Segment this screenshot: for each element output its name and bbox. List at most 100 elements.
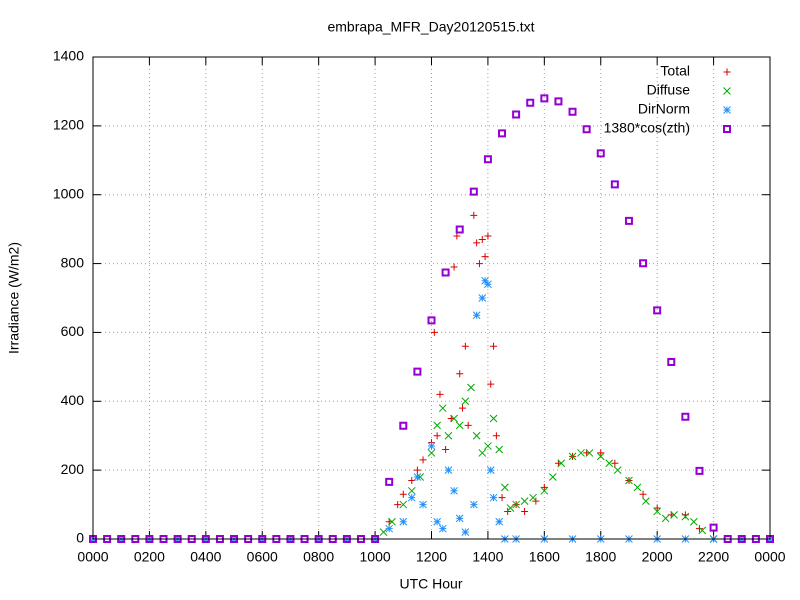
data-point: [419, 456, 427, 464]
data-point: [653, 306, 662, 315]
legend-marker: [723, 68, 731, 76]
data-point: [215, 535, 224, 543]
data-point: [489, 414, 498, 423]
data-point: [356, 535, 365, 543]
data-point: [484, 280, 492, 289]
data-point: [145, 535, 154, 543]
data-point: [455, 225, 464, 234]
data-point: [427, 449, 436, 457]
data-point: [230, 535, 239, 543]
data-point: [456, 370, 464, 378]
x-tick-label: 0000: [77, 549, 108, 565]
data-point: [103, 535, 112, 543]
data-point: [596, 149, 605, 158]
data-point: [385, 524, 394, 533]
data-point: [461, 342, 469, 350]
data-point: [568, 107, 577, 116]
data-point: [661, 514, 670, 523]
data-point: [484, 232, 492, 240]
data-point: [596, 452, 605, 461]
x-tick-label: 1000: [360, 549, 391, 565]
x-axis-label: UTC Hour: [399, 576, 462, 592]
legend-marker: [723, 106, 731, 114]
data-point: [419, 500, 427, 509]
data-point: [529, 493, 537, 502]
data-point: [478, 235, 486, 243]
data-point: [300, 535, 309, 543]
data-point: [461, 528, 470, 536]
data-point: [633, 483, 642, 492]
data-point: [695, 525, 703, 533]
data-point: [653, 504, 661, 512]
data-point: [498, 129, 507, 138]
x-tick-label: 1600: [529, 549, 560, 565]
data-point: [469, 500, 478, 509]
data-point: [639, 490, 647, 498]
data-point: [667, 358, 676, 367]
data-point: [131, 535, 140, 543]
data-point: [385, 477, 394, 486]
legend-label: Total: [660, 63, 690, 79]
data-point: [455, 514, 464, 523]
data-point: [557, 459, 566, 468]
data-point: [512, 110, 521, 119]
data-point: [117, 535, 126, 543]
data-point: [470, 211, 478, 219]
legend-label: 1380*cos(zth): [604, 120, 690, 136]
data-point: [611, 459, 619, 467]
y-tick-label: 0: [76, 530, 84, 546]
data-point: [613, 466, 622, 474]
data-point: [670, 511, 678, 519]
data-point: [689, 517, 698, 526]
data-point: [478, 449, 487, 457]
y-tick-label: 600: [61, 323, 85, 339]
data-point: [328, 535, 337, 543]
x-tick-label: 1400: [472, 549, 503, 565]
y-tick-label: 200: [61, 461, 85, 477]
data-point: [478, 294, 487, 302]
data-point: [484, 442, 492, 450]
data-point: [475, 260, 483, 268]
data-point: [625, 476, 633, 485]
data-point: [89, 535, 97, 543]
data-point: [433, 517, 441, 526]
data-point: [540, 94, 549, 103]
data-point: [473, 239, 481, 247]
x-tick-label: 2200: [698, 549, 729, 565]
data-point: [642, 497, 650, 505]
data-point: [582, 125, 591, 134]
data-point: [314, 535, 323, 543]
y-tick-label: 400: [61, 392, 85, 408]
data-point: [444, 466, 453, 474]
data-point: [506, 504, 515, 512]
data-point: [597, 449, 605, 457]
data-point: [653, 507, 662, 516]
data-point: [709, 523, 718, 532]
data-point: [751, 535, 760, 543]
data-point: [187, 535, 196, 543]
data-point: [342, 535, 351, 543]
data-point: [442, 445, 450, 453]
data-point: [427, 316, 436, 325]
data-point: [681, 412, 690, 421]
data-point: [487, 380, 495, 388]
data-point: [286, 535, 295, 543]
x-tick-label: 0200: [134, 549, 165, 565]
y-tick-label: 1000: [53, 185, 84, 201]
data-point: [698, 526, 707, 535]
data-point: [540, 483, 548, 491]
data-point: [472, 431, 481, 440]
data-point: [723, 535, 732, 543]
legend-label: DirNorm: [638, 101, 690, 117]
x-tick-label: 1800: [585, 549, 616, 565]
data-point: [489, 493, 498, 502]
data-point: [436, 390, 444, 398]
data-point: [379, 528, 388, 536]
data-point: [371, 535, 380, 543]
data-point: [433, 421, 441, 430]
data-point: [394, 501, 402, 509]
data-point: [407, 493, 416, 502]
x-tick-label: 0600: [247, 549, 278, 565]
data-point: [258, 535, 267, 543]
data-point: [388, 517, 396, 526]
